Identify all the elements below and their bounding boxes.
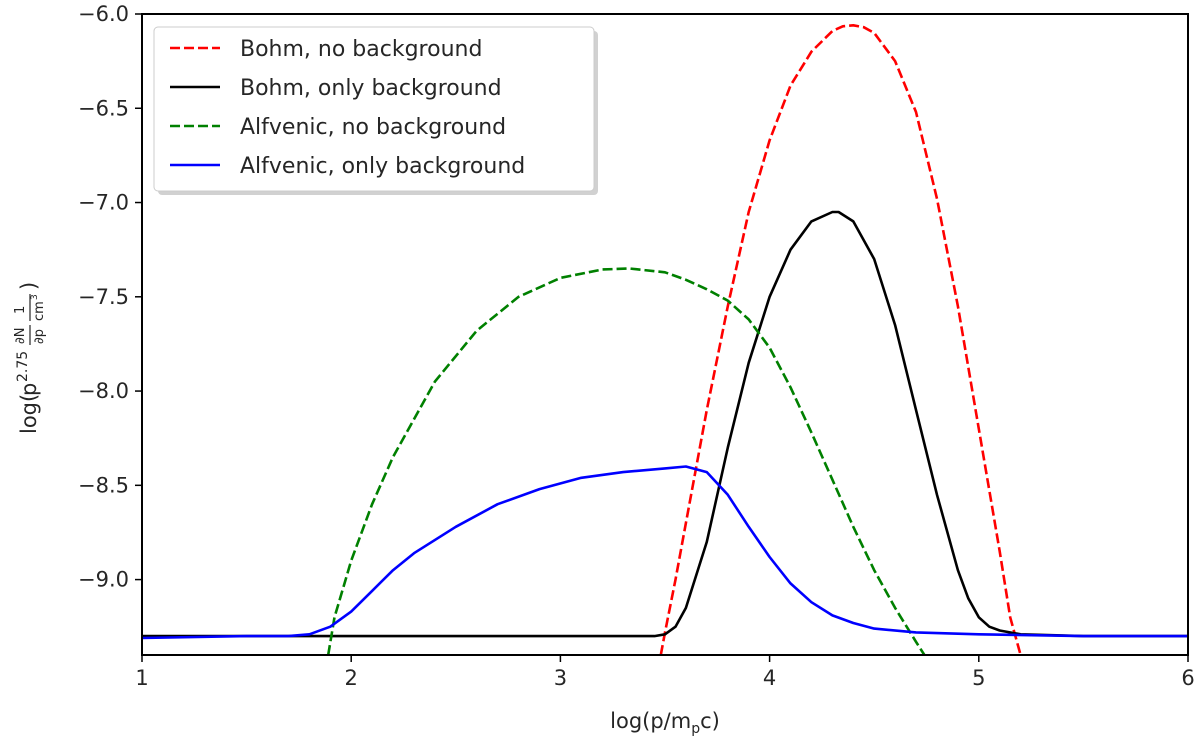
legend: Bohm, no background Bohm, only background… [153, 26, 598, 195]
series-layer [142, 23, 1188, 655]
legend-label-0: Bohm, no background [240, 37, 482, 62]
y-tick-label-0: −6.0 [78, 2, 129, 26]
x-tick-label-3: 4 [763, 666, 776, 690]
legend-label-2: Alfvenic, no background [240, 115, 506, 140]
y-tick-label-5: −8.5 [78, 473, 129, 497]
y-label-frac2-den-sup: 3 [30, 294, 40, 300]
x-axis-label-main: log(p/m [610, 709, 691, 733]
x-tick-label-2: 3 [554, 666, 567, 690]
ticks-layer: 1 2 3 4 5 6 −6.0 −6.5 −7.0 −7.5 −8.0 −8.5 −9.0 [78, 2, 1195, 690]
legend-box [153, 26, 595, 192]
y-label-post: ) [17, 282, 41, 290]
x-tick-label-1: 2 [345, 666, 358, 690]
y-label-frac1-num: ∂N [13, 328, 28, 344]
x-tick-label-5: 6 [1181, 666, 1194, 690]
legend-label-1: Bohm, only background [240, 76, 502, 101]
y-tick-label-2: −7.0 [78, 191, 129, 215]
series-line-3 [142, 465, 1188, 640]
series-line-2 [326, 267, 926, 655]
x-axis-label-sub: p [691, 721, 700, 737]
series-line-1 [142, 210, 1188, 638]
series-line-0 [659, 23, 1022, 655]
y-tick-label-4: −8.0 [78, 379, 129, 403]
y-label-frac2-num: 1 [13, 306, 28, 314]
y-tick-label-6: −9.0 [78, 568, 129, 592]
legend-entries: Bohm, no background Bohm, only background… [170, 37, 525, 179]
x-tick-label-4: 5 [972, 666, 985, 690]
x-axis-label-end: c) [700, 709, 720, 733]
y-tick-label-1: −6.5 [78, 96, 129, 120]
y-label-frac1-den: ∂p [32, 329, 47, 344]
y-label-frac2-den: cm [32, 301, 47, 321]
y-label-pre: log( [17, 394, 41, 434]
y-label-p: p [17, 383, 41, 396]
legend-label-3: Alfvenic, only background [240, 154, 525, 179]
x-tick-label-0: 1 [135, 666, 148, 690]
y-tick-label-3: −7.5 [78, 285, 129, 309]
x-axis-label: log(p/mpc) [610, 709, 720, 737]
y-label-exponent: 2.75 [15, 351, 31, 382]
y-axis-label: log( p 2.75 ∂N ∂p 1 cm 3 ) [13, 282, 47, 434]
plot-frame [141, 13, 1189, 656]
